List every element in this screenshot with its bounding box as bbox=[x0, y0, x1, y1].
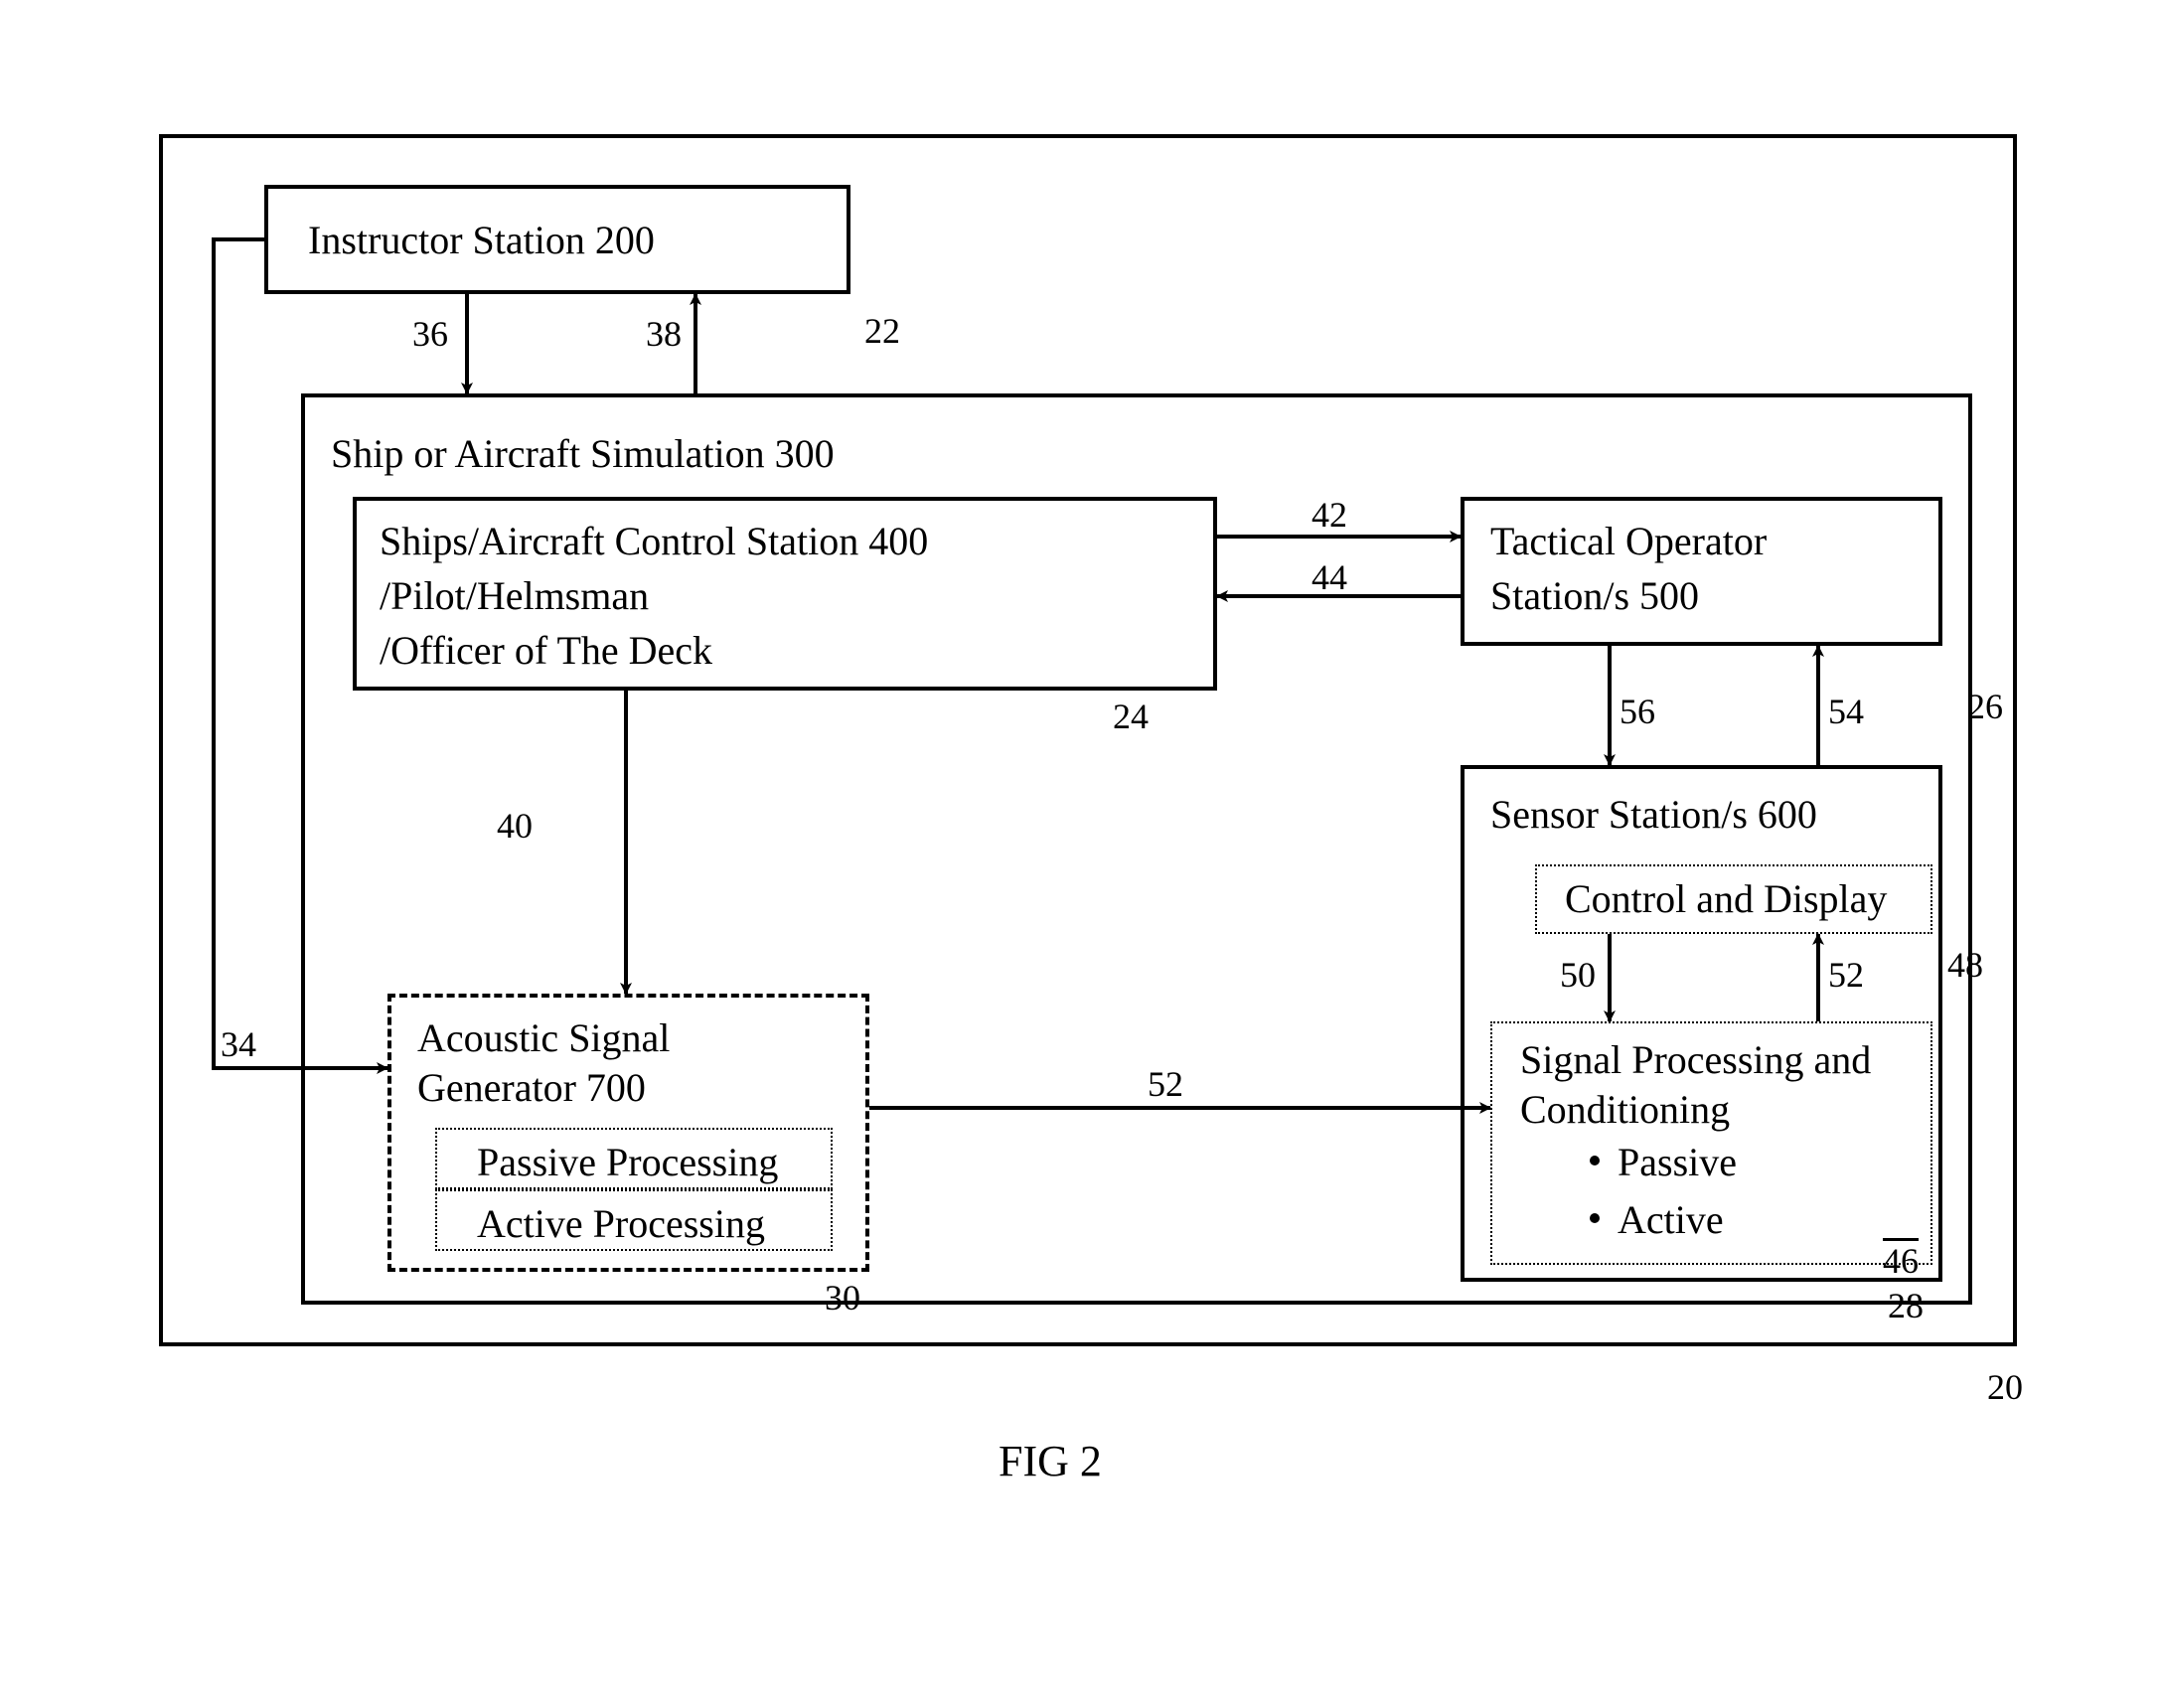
bullet-active-row: Active bbox=[1590, 1195, 1737, 1245]
figure-label: FIG 2 bbox=[999, 1436, 1102, 1486]
ref-38: 38 bbox=[646, 313, 682, 355]
control-display-label: Control and Display bbox=[1565, 874, 1887, 924]
bullet-active: Active bbox=[1618, 1195, 1724, 1245]
ref-34: 34 bbox=[221, 1023, 256, 1065]
ref-30: 30 bbox=[825, 1277, 860, 1319]
ref-56: 56 bbox=[1620, 691, 1655, 732]
ref-48: 48 bbox=[1947, 944, 1983, 986]
control-station-line2: /Pilot/Helmsman bbox=[380, 571, 649, 621]
ref-36: 36 bbox=[412, 313, 448, 355]
ref-24: 24 bbox=[1113, 696, 1149, 737]
ref-46: 46 bbox=[1883, 1240, 1919, 1282]
instructor-station-label: Instructor Station 200 bbox=[308, 216, 655, 265]
ref-50: 50 bbox=[1560, 954, 1596, 996]
ref-54: 54 bbox=[1828, 691, 1864, 732]
control-station-line3: /Officer of The Deck bbox=[380, 626, 712, 676]
passive-processing-label: Passive Processing bbox=[477, 1138, 778, 1187]
bullet-dot-icon bbox=[1590, 1156, 1600, 1165]
active-processing-label: Active Processing bbox=[477, 1199, 765, 1249]
control-station-line1: Ships/Aircraft Control Station 400 bbox=[380, 517, 928, 566]
ref-44: 44 bbox=[1311, 556, 1347, 598]
sigproc-line2: Conditioning bbox=[1520, 1085, 1730, 1135]
tactical-line2: Station/s 500 bbox=[1490, 571, 1699, 621]
acoustic-line1: Acoustic Signal bbox=[417, 1013, 670, 1063]
bullet-passive-row: Passive bbox=[1590, 1138, 1737, 1187]
sigproc-line1: Signal Processing and bbox=[1520, 1035, 1871, 1085]
ref-22: 22 bbox=[864, 310, 900, 352]
ref-52-right: 52 bbox=[1828, 954, 1864, 996]
tactical-line1: Tactical Operator bbox=[1490, 517, 1767, 566]
ref-40: 40 bbox=[497, 805, 533, 847]
bullet-passive: Passive bbox=[1618, 1138, 1737, 1187]
ref-28: 28 bbox=[1888, 1285, 1924, 1326]
sigproc-bullets: Passive Active bbox=[1590, 1138, 1737, 1245]
bullet-dot-icon bbox=[1590, 1213, 1600, 1223]
ref-20: 20 bbox=[1987, 1366, 2023, 1408]
ref-42: 42 bbox=[1311, 494, 1347, 536]
acoustic-line2: Generator 700 bbox=[417, 1063, 646, 1113]
sensor-title: Sensor Station/s 600 bbox=[1490, 790, 1817, 840]
ref-52-center: 52 bbox=[1148, 1063, 1183, 1105]
diagram-canvas: 20 Instructor Station 200 22 Ship or Air… bbox=[0, 0, 2160, 1708]
simulation-label: Ship or Aircraft Simulation 300 bbox=[331, 429, 835, 479]
ref-26: 26 bbox=[1967, 686, 2003, 727]
